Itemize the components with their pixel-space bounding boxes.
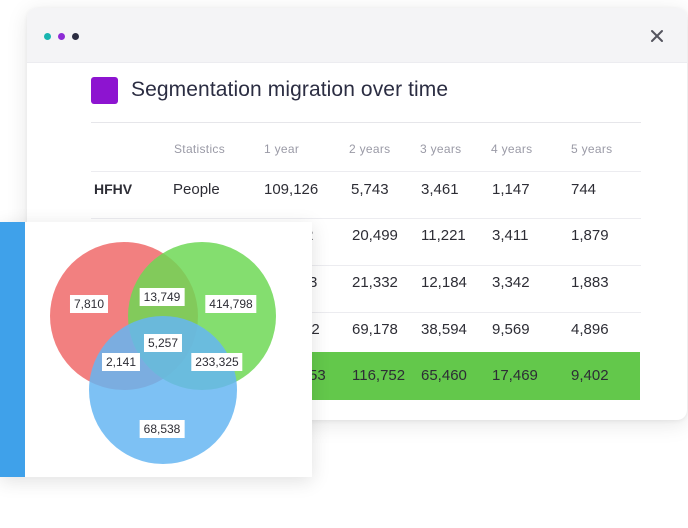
table-cell: 9,402 [571, 367, 609, 384]
table-cell: 3,342 [492, 274, 530, 291]
close-icon [651, 30, 663, 42]
table-cell: 69,178 [352, 321, 398, 338]
table-cell: 744 [571, 181, 597, 198]
header-1-year: 1 year [264, 142, 300, 156]
table-cell: 11,221 [421, 227, 466, 244]
header-4-years: 4 years [491, 142, 533, 156]
window-titlebar [27, 8, 687, 63]
row-stat: People [173, 181, 220, 198]
table-cell: 3 [309, 274, 318, 291]
table-cell: 3,411 [492, 227, 529, 244]
table-cell: 21,332 [352, 274, 398, 291]
table-cell: 1,147 [492, 181, 530, 198]
header-5-years: 5 years [571, 142, 613, 156]
table-cell: 20,499 [352, 227, 398, 244]
header-statistics: Statistics [174, 142, 226, 156]
venn-accent-bar [0, 222, 25, 477]
window-dot-purple [58, 33, 65, 40]
table-cell: 1,883 [571, 274, 609, 291]
venn-label: 68,538 [139, 420, 185, 438]
row-divider [91, 265, 641, 266]
venn-label: 233,325 [191, 353, 243, 371]
row-divider [91, 218, 641, 219]
table-cell: 9,569 [492, 321, 530, 338]
close-button[interactable] [643, 22, 671, 50]
title-divider [91, 122, 641, 123]
venn-label: 414,798 [205, 295, 257, 313]
row-label: HFHV [94, 181, 133, 197]
table-cell: 109,126 [264, 181, 319, 198]
row-divider [91, 312, 641, 313]
table-cell: 116,752 [352, 367, 406, 384]
table-cell: 5,743 [351, 181, 389, 198]
header-3-years: 3 years [420, 142, 462, 156]
page-title: Segmentation migration over time [131, 78, 449, 101]
table-cell: 3,461 [421, 181, 459, 198]
table-cell: 17,469 [492, 367, 538, 384]
table-cell: 38,594 [421, 321, 467, 338]
table-cell: 1,879 [571, 227, 609, 244]
venn-label: 2,141 [101, 353, 141, 371]
page-title-row: Segmentation migration over time [91, 74, 448, 106]
table-cell: 4,896 [571, 321, 609, 338]
venn-label: 13,749 [139, 288, 185, 306]
header-2-years: 2 years [349, 142, 391, 156]
row-divider [91, 171, 641, 172]
window-dot-dark [72, 33, 79, 40]
highlighted-row-band [307, 352, 640, 400]
window-dot-teal [44, 33, 51, 40]
venn-label: 5,257 [143, 334, 183, 352]
venn-diagram-card: 7,810 13,749 414,798 5,257 2,141 233,325… [0, 222, 312, 477]
venn-label: 7,810 [69, 295, 109, 313]
table-cell: 65,460 [421, 367, 467, 384]
table-cell: 12,184 [421, 274, 467, 291]
title-color-swatch [91, 76, 118, 104]
table-cell: 53 [309, 367, 326, 384]
